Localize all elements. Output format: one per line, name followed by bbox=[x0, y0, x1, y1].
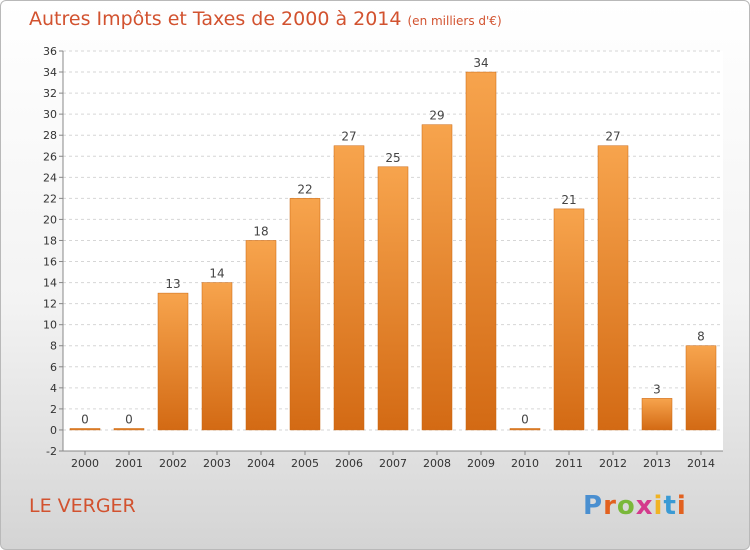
y-tick-label: 18 bbox=[43, 234, 57, 247]
y-tick-label: 36 bbox=[43, 45, 57, 58]
x-tick-label: 2004 bbox=[247, 457, 275, 470]
data-label: 22 bbox=[297, 182, 312, 196]
data-label: 27 bbox=[605, 130, 620, 144]
logo-letter: t bbox=[663, 491, 677, 521]
logo-letter: P bbox=[583, 491, 604, 521]
x-tick-label: 2008 bbox=[423, 457, 451, 470]
y-tick-label: 10 bbox=[43, 319, 57, 332]
bar bbox=[465, 71, 497, 431]
x-tick-label: 2007 bbox=[379, 457, 407, 470]
data-label: 0 bbox=[81, 412, 89, 426]
logo-letter: x bbox=[635, 491, 654, 521]
data-label: 27 bbox=[341, 130, 356, 144]
data-label: 18 bbox=[253, 224, 268, 238]
y-tick-label: 32 bbox=[43, 87, 57, 100]
logo-letter: r bbox=[603, 491, 617, 521]
data-label: 25 bbox=[385, 151, 400, 165]
bar bbox=[641, 398, 673, 431]
x-tick-label: 2010 bbox=[511, 457, 539, 470]
x-tick-label: 2000 bbox=[71, 457, 99, 470]
y-tick-label: 12 bbox=[43, 298, 57, 311]
logo-letter: o bbox=[616, 491, 636, 521]
data-label: 14 bbox=[209, 267, 224, 281]
x-tick-label: 2005 bbox=[291, 457, 319, 470]
bar bbox=[157, 292, 189, 431]
data-label: 8 bbox=[697, 330, 705, 344]
data-label: 21 bbox=[561, 193, 576, 207]
x-tick-label: 2002 bbox=[159, 457, 187, 470]
y-tick-label: 30 bbox=[43, 108, 57, 121]
y-tick-label: 6 bbox=[50, 361, 57, 374]
data-label: 3 bbox=[653, 382, 661, 396]
chart-subtitle: (en milliers d'€) bbox=[407, 14, 502, 28]
bar bbox=[553, 208, 585, 431]
data-label: 13 bbox=[165, 277, 180, 291]
y-tick-label: -2 bbox=[46, 445, 57, 458]
bar bbox=[685, 345, 717, 431]
bar bbox=[597, 145, 629, 431]
bar bbox=[289, 198, 321, 431]
bar bbox=[113, 428, 145, 431]
y-tick-label: 24 bbox=[43, 171, 57, 184]
bar bbox=[245, 240, 277, 431]
x-tick-label: 2006 bbox=[335, 457, 363, 470]
x-tick-label: 2011 bbox=[555, 457, 583, 470]
data-label: 34 bbox=[473, 56, 488, 70]
y-tick-label: 16 bbox=[43, 256, 57, 269]
y-tick-label: 26 bbox=[43, 150, 57, 163]
bar bbox=[377, 166, 409, 431]
data-label: 0 bbox=[125, 412, 133, 426]
bar bbox=[201, 282, 233, 431]
logo-letter: i bbox=[676, 491, 687, 521]
y-tick-label: 20 bbox=[43, 213, 57, 226]
y-tick-label: 14 bbox=[43, 277, 57, 290]
y-tick-label: 2 bbox=[50, 403, 57, 416]
x-tick-label: 2003 bbox=[203, 457, 231, 470]
y-tick-label: 8 bbox=[50, 340, 57, 353]
y-tick-label: 34 bbox=[43, 66, 57, 79]
bar bbox=[333, 145, 365, 431]
chart-title: Autres Impôts et Taxes de 2000 à 2014 (en… bbox=[29, 8, 502, 30]
x-tick-label: 2009 bbox=[467, 457, 495, 470]
x-tick-label: 2014 bbox=[687, 457, 715, 470]
data-label: 0 bbox=[521, 412, 529, 426]
bar bbox=[69, 428, 101, 431]
x-tick-label: 2012 bbox=[599, 457, 627, 470]
y-tick-label: 0 bbox=[50, 424, 57, 437]
y-tick-label: 28 bbox=[43, 129, 57, 142]
y-tick-label: 22 bbox=[43, 192, 57, 205]
data-label: 29 bbox=[429, 109, 444, 123]
place-name: LE VERGER bbox=[29, 495, 136, 517]
y-tick-label: 4 bbox=[50, 382, 57, 395]
bar bbox=[421, 124, 453, 431]
proxiti-logo: Proxiti bbox=[583, 491, 687, 521]
x-tick-label: 2013 bbox=[643, 457, 671, 470]
logo-letter: i bbox=[653, 491, 664, 521]
bar bbox=[509, 428, 541, 431]
x-tick-label: 2001 bbox=[115, 457, 143, 470]
